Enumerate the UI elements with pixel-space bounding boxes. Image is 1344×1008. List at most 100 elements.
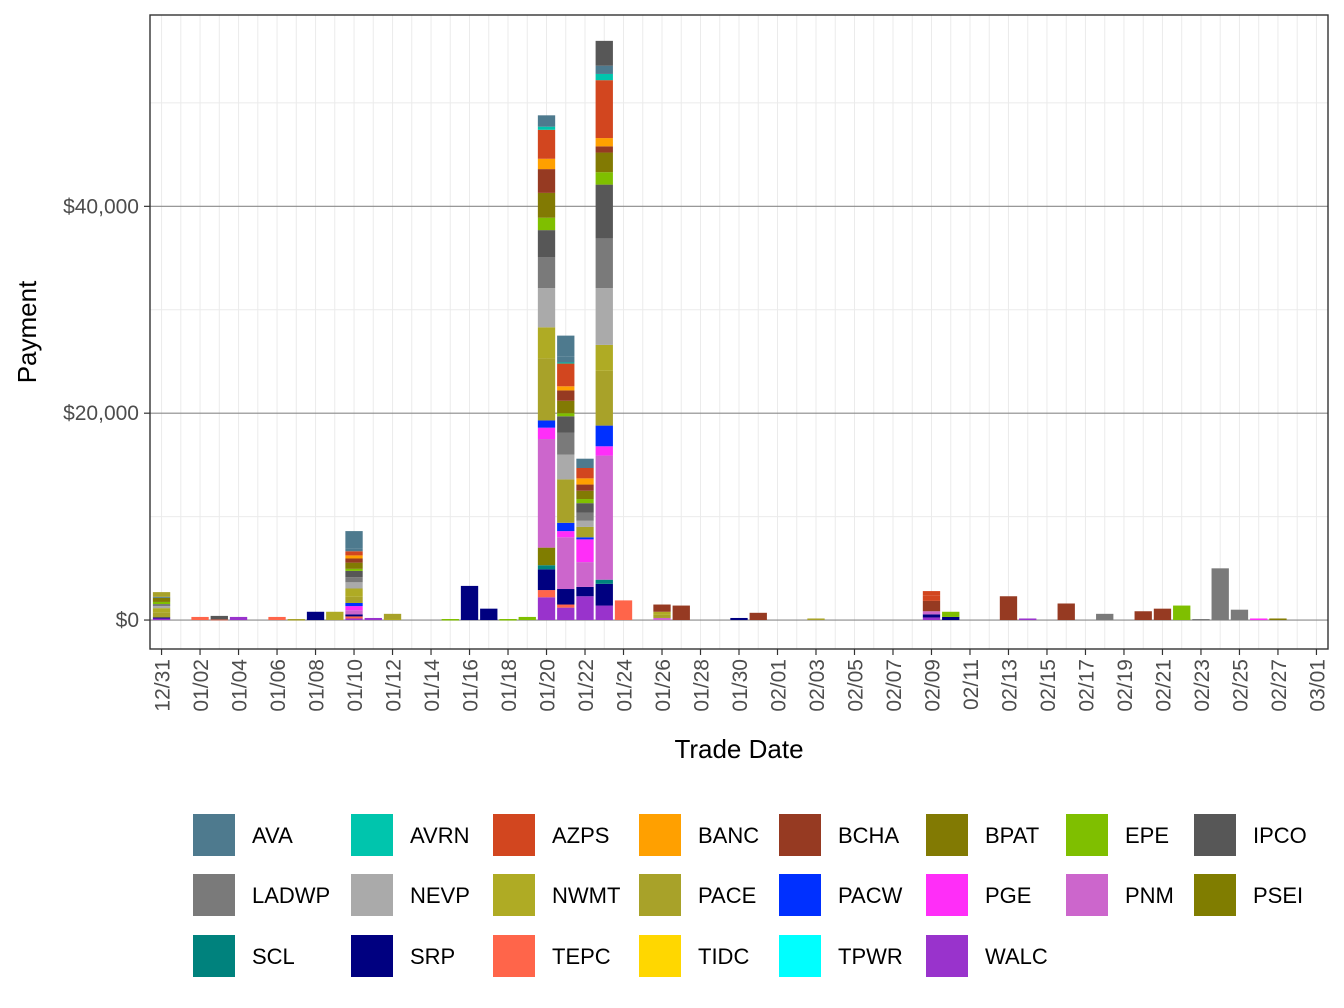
bar-segment [557,416,575,433]
legend-label: LADWP [252,883,330,908]
bar-segment [557,390,575,401]
bar-segment [595,579,613,584]
bar-segment [537,565,556,570]
bar-segment [345,614,363,617]
bar-segment [152,601,171,605]
bar [807,618,825,621]
x-tick-label: 01/02 [190,659,213,712]
legend-key [926,874,968,916]
bar-segment [345,548,363,552]
bar-segment [345,551,363,556]
bar-segment [345,558,363,563]
legend-label: NWMT [552,883,620,908]
legend-label: BCHA [838,823,899,848]
x-tick-label: 02/27 [1268,659,1291,712]
x-tick-label: 01/12 [383,659,406,712]
y-tick-label: $0 [116,609,139,632]
legend-label: PNM [1125,883,1174,908]
bar-segment [345,531,363,549]
bar-segment [595,80,613,139]
legend-key [351,935,393,977]
legend-label: PGE [985,883,1031,908]
bar-segment [614,600,633,621]
bar-segment [537,257,556,289]
bar-segment [595,446,613,456]
bar-segment [595,73,613,81]
bar-segment [576,596,594,621]
bar-segment [345,555,363,559]
bar-segment [537,158,556,170]
bar-segment [537,569,556,591]
bar-segment [152,617,171,619]
x-tick-label: 02/17 [1075,659,1098,712]
bar-segment [537,192,556,218]
bar-segment [595,344,613,371]
bar [287,619,305,621]
y-axis: $0 $20,000 $40,000 [63,195,150,632]
bar-segment [537,230,556,258]
bar-segment [345,602,363,607]
bar-segment [922,611,941,615]
bar-segment [152,608,171,613]
bar-segment [942,611,960,617]
bar-segment [268,619,286,621]
legend-key [351,874,393,916]
legend-key [926,935,968,977]
bar [499,619,517,621]
legend-key [639,874,681,916]
x-tick-label: 01/04 [229,659,252,712]
bar-segment [576,562,594,587]
legend-label: WALC [985,944,1048,969]
bar-segment [268,616,286,620]
bar-segment [595,238,613,289]
bar-segment [576,512,594,521]
legend-key [779,935,821,977]
bar [1134,611,1152,621]
bar-segment [557,607,575,621]
bar-segment [557,522,575,532]
bar-segment [345,570,363,578]
bar-segment [306,611,325,621]
legend-label: TEPC [552,944,611,969]
legend: AVA AVRN AZPS BANC BCHA BPAT EPE IPCO LADWP NEVP N… [193,814,1307,977]
bar [1269,618,1287,621]
bar-segment [557,386,575,391]
legend-label: TPWR [838,944,903,969]
x-tick-label: 01/10 [344,659,367,712]
x-tick-label: 02/01 [767,659,790,712]
bar-segment [152,596,171,598]
bar-segment [595,65,613,74]
bar-segment [922,591,941,596]
bar-segment [653,614,671,618]
legend-key [493,874,535,916]
bar-segment [922,614,941,618]
legend-key [639,814,681,856]
x-tick-label: 02/23 [1191,659,1214,712]
bar-segment [653,617,671,621]
x-tick-label: 02/11 [960,659,983,710]
x-axis: 12/31 01/02 01/04 01/06 01/08 01/10 01/12 01/14… [152,649,1329,712]
x-tick-label: 02/13 [998,659,1021,712]
bar [1096,613,1114,621]
bar-segment [345,588,363,597]
bar-segment [345,562,363,569]
legend-label: EPE [1125,823,1169,848]
legend-label: BANC [698,823,759,848]
legend-key [1066,814,1108,856]
bar-segment [576,526,594,538]
bar-segment [922,595,941,601]
legend-label: AVA [252,823,293,848]
bar-segment [557,356,575,363]
bar-segment [653,611,671,615]
x-tick-label: 02/05 [844,659,867,712]
x-tick-label: 02/07 [883,659,906,712]
bar [518,616,536,621]
bar-segment [557,335,575,357]
legend-key [493,814,535,856]
bar-segment [537,439,556,548]
x-tick-label: 03/01 [1306,659,1329,712]
legend-key [193,814,235,856]
x-axis-title: Trade Date [674,734,803,764]
legend-key [193,874,235,916]
